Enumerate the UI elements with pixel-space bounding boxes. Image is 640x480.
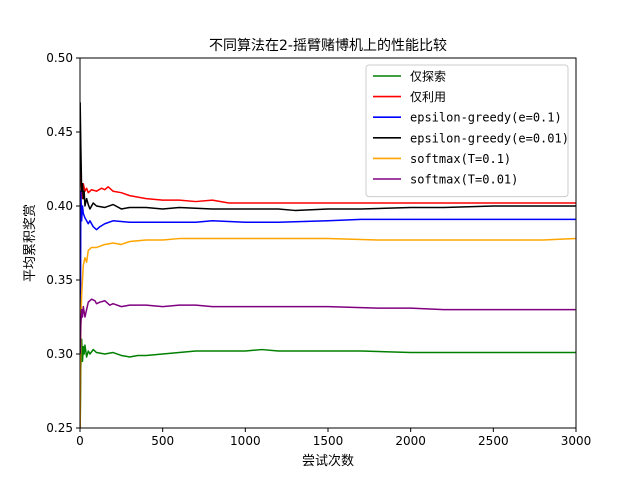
legend-label-4: softmax(T=0.1)	[410, 152, 511, 166]
y-tick-label: 0.50	[46, 51, 73, 65]
x-tick-label: 3000	[561, 434, 592, 448]
series-line-5	[80, 298, 576, 355]
x-tick-label: 2500	[478, 434, 509, 448]
series-line-1	[80, 161, 576, 204]
y-tick-label: 0.35	[46, 273, 73, 287]
legend-label-1: 仅利用	[410, 90, 446, 104]
y-axis-label: 平均累积奖赏	[23, 204, 38, 282]
x-tick-label: 500	[151, 434, 174, 448]
legend-box	[365, 64, 569, 198]
x-tick-label: 0	[76, 434, 84, 448]
series-line-0	[80, 338, 576, 428]
series-line-2	[80, 190, 576, 428]
legend-label-0: 仅探索	[410, 70, 446, 84]
y-tick-label: 0.45	[46, 125, 73, 139]
y-tick-label: 0.30	[46, 347, 73, 361]
legend-label-3: epsilon-greedy(e=0.01)	[410, 131, 569, 145]
y-tick-label: 0.40	[46, 199, 73, 213]
x-axis-label: 尝试次数	[302, 453, 354, 469]
axes: 0 500 1000 1500 2000 2500 3000 0.25 0.30 0.35 0.40…	[46, 51, 591, 448]
series-line-3	[80, 102, 576, 212]
legend-label-2: epsilon-greedy(e=0.1)	[410, 111, 562, 125]
legend-label-5: softmax(T=0.01)	[410, 173, 518, 187]
x-tick-label: 1000	[230, 434, 261, 448]
x-tick-label: 1500	[313, 434, 344, 448]
series-line-4	[80, 237, 576, 428]
plot-area	[80, 102, 576, 428]
chart-title: 不同算法在2-摇臂赌博机上的性能比较	[209, 37, 447, 54]
y-tick-label: 0.25	[46, 421, 73, 435]
x-tick-label: 2000	[395, 434, 426, 448]
